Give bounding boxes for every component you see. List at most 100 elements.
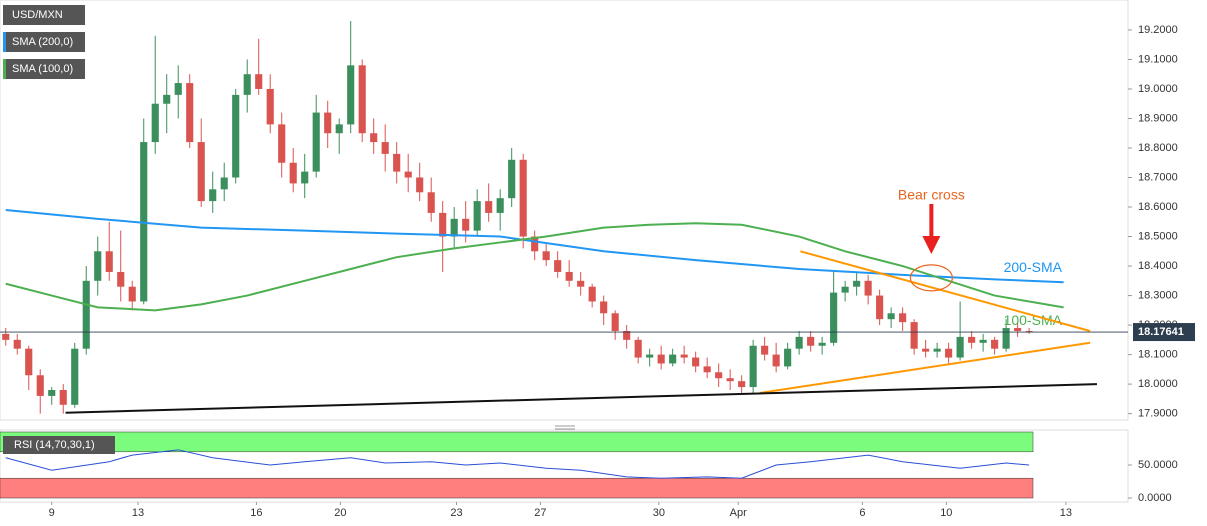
legend-swatch xyxy=(3,5,6,25)
candle-body xyxy=(174,83,182,95)
candle-body xyxy=(197,142,205,202)
rsi-band xyxy=(0,477,1034,499)
price-box xyxy=(1133,323,1195,342)
legend-box xyxy=(3,32,85,52)
candle-body xyxy=(738,381,746,388)
candle-body xyxy=(979,339,987,343)
candle-body xyxy=(220,177,228,190)
candle-body xyxy=(1014,328,1022,331)
y-tick-label: 19.1000 xyxy=(1138,53,1178,65)
candle-body xyxy=(956,336,964,358)
legend-box xyxy=(3,5,85,25)
x-tick-label: 9 xyxy=(49,507,55,519)
candle-body xyxy=(358,65,366,134)
candle-body xyxy=(324,112,332,134)
candle-body xyxy=(508,159,516,199)
y-tick-label: 18.9000 xyxy=(1138,112,1178,124)
arrow-head xyxy=(922,236,941,254)
x-tick-label: Apr xyxy=(730,507,747,519)
candle-body xyxy=(82,280,90,349)
candle-body xyxy=(289,162,297,184)
x-tick-label: 10 xyxy=(940,507,952,519)
candle-body xyxy=(13,339,21,349)
candle-body xyxy=(404,171,412,178)
candle-body xyxy=(71,348,79,405)
candle-body xyxy=(588,286,596,302)
candle-body xyxy=(209,189,217,202)
candle-body xyxy=(864,280,872,296)
candle-body xyxy=(933,348,941,352)
legend-label: SMA (200,0) xyxy=(12,36,73,48)
candle-body xyxy=(496,198,504,213)
y-tick-label: 0.0000 xyxy=(1138,492,1172,504)
sma-line xyxy=(5,222,1064,312)
candle-body xyxy=(1002,328,1010,349)
candle-body xyxy=(899,313,907,323)
y-tick-label: 18.6000 xyxy=(1138,201,1178,213)
candle-body xyxy=(853,280,861,287)
candle-body xyxy=(381,142,389,154)
candle-body xyxy=(910,322,918,349)
cross-marker xyxy=(909,264,953,292)
candle-body xyxy=(186,83,194,143)
candle-body xyxy=(634,339,642,358)
y-tick-label: 18.1000 xyxy=(1138,349,1178,361)
y-tick-label: 19.2000 xyxy=(1138,24,1178,36)
rsi-line xyxy=(5,449,1030,479)
candle-body xyxy=(703,366,711,373)
x-tick-label: 13 xyxy=(132,507,144,519)
candle-body xyxy=(818,342,826,346)
candle-body xyxy=(887,313,895,320)
candle-body xyxy=(370,133,378,143)
candle-body xyxy=(876,295,884,320)
candle-body xyxy=(312,112,320,172)
candle-body xyxy=(784,348,792,367)
candle-body xyxy=(646,354,654,358)
legend-swatch xyxy=(3,32,6,52)
candle-body xyxy=(611,313,619,331)
series-label: 100-SMA xyxy=(1004,312,1063,328)
candle-body xyxy=(278,124,286,163)
candle-body xyxy=(117,271,125,287)
candle-body xyxy=(761,345,769,355)
rsi-band xyxy=(0,431,1034,453)
y-tick-label: 18.5000 xyxy=(1138,230,1178,242)
candle-body xyxy=(749,345,757,388)
y-tick-label: 18.7000 xyxy=(1138,171,1178,183)
candle-body xyxy=(301,171,309,184)
candle-body xyxy=(807,336,815,346)
candle-body xyxy=(692,357,700,367)
candle-body xyxy=(2,333,10,340)
price-label: 18.17641 xyxy=(1138,326,1184,338)
candle-body xyxy=(623,330,631,340)
trendline xyxy=(800,250,1091,332)
y-tick-label: 18.4000 xyxy=(1138,260,1178,272)
candle-body xyxy=(335,124,343,134)
candle-body xyxy=(266,88,274,125)
candle-body xyxy=(255,74,263,89)
y-tick-label: 17.9000 xyxy=(1138,408,1178,420)
candle-body xyxy=(841,286,849,293)
x-tick-label: 6 xyxy=(859,507,865,519)
candle-body xyxy=(772,354,780,367)
y-tick-label: 50.0000 xyxy=(1138,459,1178,471)
candle-body xyxy=(795,336,803,349)
candle-body xyxy=(968,336,976,343)
candle-body xyxy=(416,177,424,193)
x-tick-label: 13 xyxy=(1060,507,1072,519)
candle-body xyxy=(922,348,930,352)
x-tick-label: 30 xyxy=(653,507,665,519)
candle-body xyxy=(657,354,665,364)
trendline xyxy=(759,341,1091,394)
candle-body xyxy=(48,390,56,396)
candle-body xyxy=(473,201,481,231)
x-tick-label: 20 xyxy=(334,507,346,519)
candle-body xyxy=(439,212,447,237)
candle-body xyxy=(427,192,435,213)
legend-swatch xyxy=(3,59,6,79)
annotation: Bear cross xyxy=(898,187,965,203)
x-tick-label: 23 xyxy=(450,507,462,519)
candle-body xyxy=(542,251,550,261)
series-label: 200-SMA xyxy=(1004,259,1063,275)
